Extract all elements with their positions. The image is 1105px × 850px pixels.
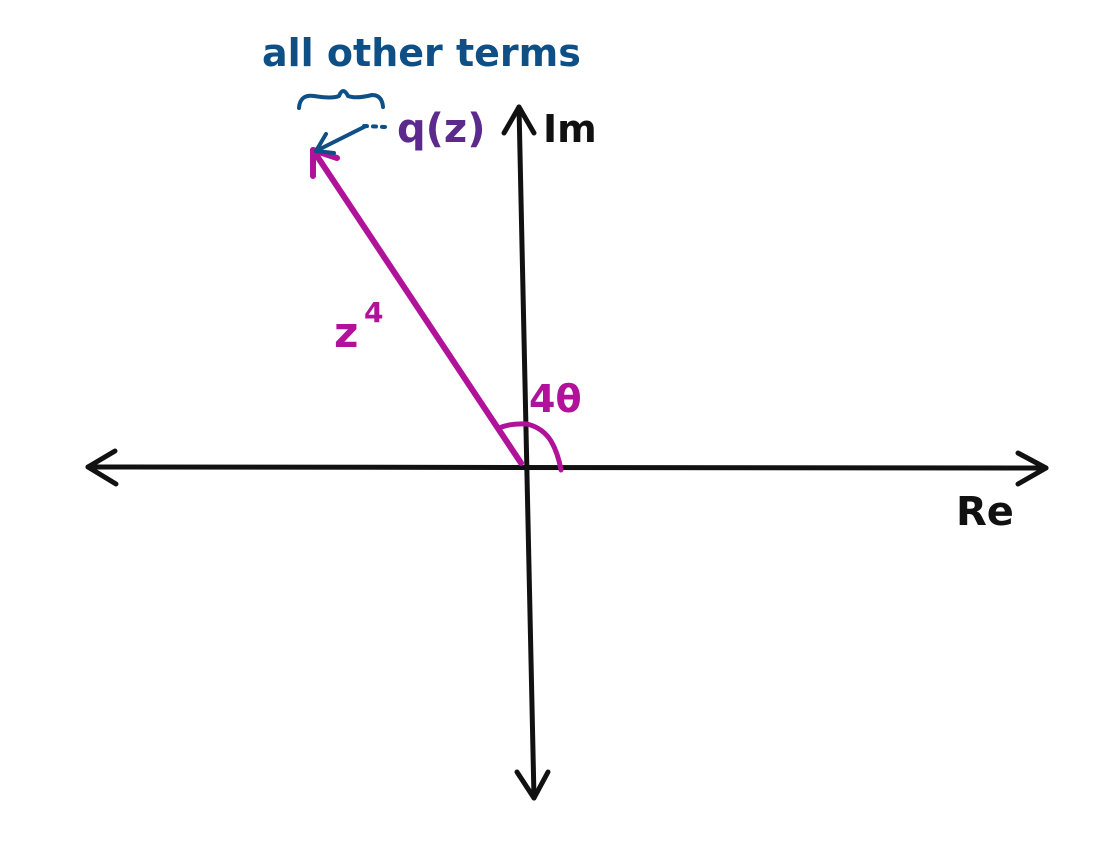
- angle-label: 4θ: [529, 377, 582, 421]
- vector-label: z 4: [334, 296, 383, 357]
- z4-vector: [310, 147, 524, 466]
- real-axis-label: Re: [956, 489, 1014, 535]
- real-axis: [85, 448, 1049, 487]
- z4-vector-arrowhead: [310, 147, 340, 179]
- real-axis-line: [85, 464, 1049, 471]
- real-axis-left-arrowhead: [85, 448, 119, 487]
- z4-vector-line: [310, 147, 524, 466]
- vector-label-exponent: 4: [364, 296, 383, 329]
- other-terms-dots: [362, 124, 388, 129]
- q-of-z-label: q(z): [397, 106, 485, 152]
- vector-label-base: z: [334, 308, 358, 357]
- real-axis-right-arrowhead: [1015, 450, 1049, 487]
- other-terms-label: all other terms: [262, 31, 581, 75]
- other-terms-arrowhead: [314, 132, 336, 155]
- angle-arc: [496, 421, 564, 473]
- other-terms-arrow-line: [314, 124, 368, 153]
- imaginary-axis-label: Im: [543, 107, 597, 151]
- other-terms-brace: [297, 89, 385, 110]
- imaginary-axis-line: [516, 104, 537, 801]
- imaginary-axis: [501, 104, 551, 801]
- imaginary-axis-bottom-arrowhead: [514, 769, 551, 801]
- imaginary-axis-top-arrowhead: [501, 104, 537, 136]
- other-terms-arrow: [314, 124, 388, 155]
